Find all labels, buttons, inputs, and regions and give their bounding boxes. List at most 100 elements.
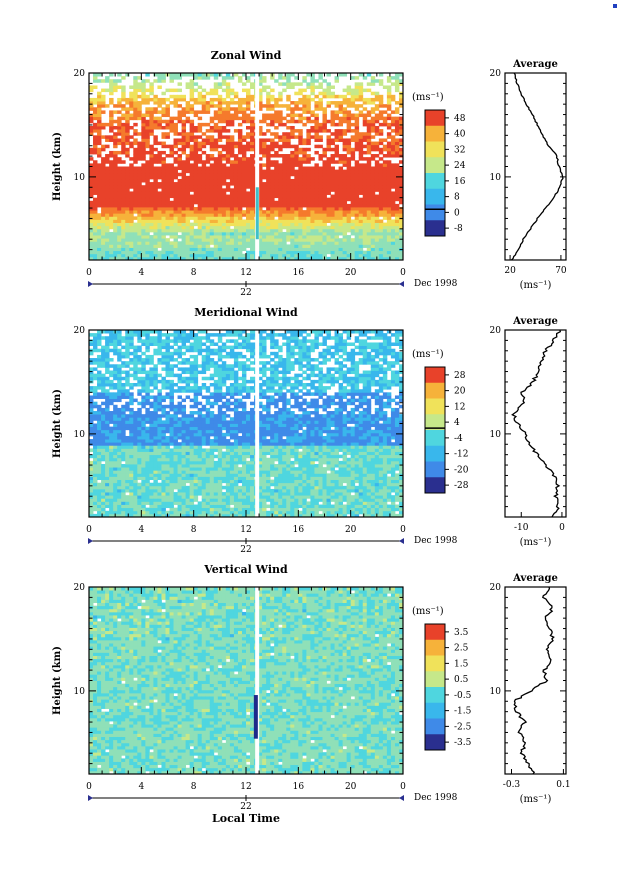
- field-cell: [161, 358, 166, 362]
- field-cell: [350, 222, 356, 227]
- field-cell: [374, 244, 380, 248]
- field-cell: [153, 351, 158, 356]
- field-cell: [113, 244, 118, 248]
- field-cell: [382, 191, 388, 195]
- field-cell: [93, 141, 98, 146]
- field-cell: [366, 150, 372, 155]
- field-cell: [149, 470, 154, 474]
- field-cell: [153, 191, 158, 195]
- field-cell: [101, 122, 106, 127]
- field-cell: [125, 188, 130, 192]
- field-cell: [237, 207, 243, 211]
- field-cell: [121, 144, 126, 149]
- field-cell: [89, 342, 94, 346]
- field-cell: [326, 207, 331, 211]
- field-cell: [286, 138, 291, 142]
- field-cell: [390, 203, 396, 208]
- field-cell: [394, 150, 400, 155]
- field-cell: [362, 241, 368, 245]
- field-cell: [129, 185, 134, 189]
- field-cell: [165, 238, 170, 242]
- field-cell: [394, 250, 400, 255]
- field-cell: [105, 395, 110, 399]
- field-cell: [165, 351, 170, 356]
- field-cell: [121, 125, 126, 130]
- field-cell: [258, 169, 263, 174]
- field-cell: [294, 191, 299, 195]
- field-cell: [258, 185, 263, 189]
- field-cell: [121, 172, 126, 177]
- field-cell: [105, 122, 110, 127]
- field-cell: [378, 147, 384, 152]
- field-cell: [121, 178, 126, 183]
- field-cell: [177, 116, 182, 121]
- field-cell: [141, 154, 146, 158]
- field-cell: [145, 492, 150, 496]
- field-cell: [165, 178, 170, 183]
- field-cell: [306, 228, 311, 233]
- field-cell: [354, 172, 360, 177]
- field-cell: [105, 470, 110, 474]
- field-cell: [93, 113, 98, 118]
- field-cell: [342, 101, 348, 105]
- field-cell: [386, 144, 392, 149]
- field-cell: [129, 361, 134, 365]
- field-cell: [141, 191, 146, 195]
- field-cell: [137, 188, 142, 192]
- field-cell: [246, 101, 251, 105]
- field-cell: [161, 492, 166, 496]
- field-cell: [101, 435, 106, 440]
- field-cell: [314, 231, 319, 236]
- field-cell: [153, 464, 158, 468]
- field-cell: [145, 160, 150, 164]
- field-cell: [125, 244, 130, 248]
- field-cell: [237, 228, 243, 233]
- field-cell: [398, 253, 404, 258]
- field-cell: [290, 82, 295, 86]
- field-cell: [117, 451, 122, 456]
- field-cell: [121, 91, 126, 96]
- field-cell: [370, 247, 376, 252]
- field-cell: [342, 188, 348, 192]
- field-cell: [390, 154, 396, 158]
- field-cell: [229, 191, 235, 195]
- field-cell: [362, 203, 368, 208]
- field-cell: [177, 203, 182, 208]
- field-cell: [394, 107, 400, 111]
- field-cell: [266, 129, 271, 133]
- field-cell: [129, 197, 134, 202]
- field-cell: [330, 157, 335, 161]
- field-cell: [133, 432, 138, 437]
- field-cell: [133, 470, 138, 474]
- field-cell: [326, 256, 331, 261]
- field-cell: [241, 172, 247, 177]
- field-cell: [93, 333, 98, 337]
- field-cell: [105, 513, 110, 518]
- field-cell: [266, 191, 271, 195]
- field-cell: [286, 125, 291, 130]
- field-cell: [274, 228, 279, 233]
- field-cell: [346, 225, 352, 230]
- field-cell: [378, 82, 384, 86]
- field-cell: [189, 247, 195, 252]
- field-cell: [229, 160, 235, 164]
- field-cell: [161, 197, 166, 202]
- field-cell: [105, 426, 110, 431]
- field-cell: [278, 138, 283, 142]
- field-cell: [326, 169, 331, 174]
- field-cell: [157, 351, 162, 356]
- field-cell: [274, 104, 279, 108]
- field-cell: [386, 238, 392, 242]
- field-cell: [290, 231, 295, 236]
- field-cell: [137, 513, 142, 518]
- field-cell: [157, 203, 162, 208]
- field-cell: [302, 172, 307, 177]
- field-cell: [169, 429, 174, 434]
- field-cell: [149, 207, 154, 211]
- field-cell: [97, 213, 102, 217]
- field-cell: [145, 207, 150, 211]
- field-cell: [237, 97, 243, 102]
- field-cell: [165, 185, 170, 189]
- field-cell: [141, 495, 146, 499]
- field-cell: [105, 348, 110, 353]
